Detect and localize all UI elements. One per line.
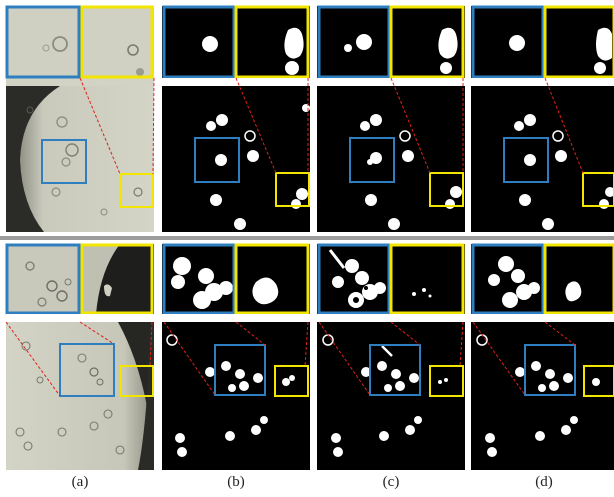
caption-a: (a) xyxy=(71,474,89,490)
caption-c: (c) xyxy=(382,474,400,490)
row1-mask-panel-b xyxy=(162,5,310,232)
row1-mask-panel-c xyxy=(317,5,465,232)
row2-mask-panel-c xyxy=(317,243,465,470)
row1-mask-panel-d xyxy=(471,5,614,232)
caption-b: (b) xyxy=(227,474,245,490)
caption-d: (d) xyxy=(535,474,553,490)
row-separator xyxy=(0,236,614,240)
row2-micrograph-panel xyxy=(5,243,154,470)
row2-mask-panel-d xyxy=(471,243,614,470)
row2-mask-panel-b xyxy=(162,243,310,470)
row1-micrograph-panel xyxy=(5,5,155,232)
